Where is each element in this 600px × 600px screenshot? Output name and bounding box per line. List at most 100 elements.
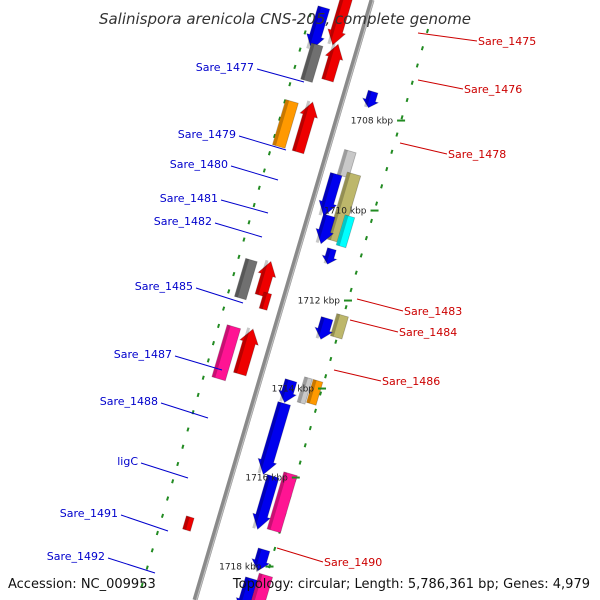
gene-feature-shading xyxy=(306,5,322,49)
kbp-label: 1712 kbp xyxy=(298,297,341,307)
gene-features xyxy=(182,0,380,600)
gene-feature-shape xyxy=(296,376,313,405)
tick-dot-left xyxy=(359,253,363,258)
tick-dot-right xyxy=(176,461,180,467)
gene-feature-shading xyxy=(252,548,262,571)
label-leader-left xyxy=(256,68,305,83)
tick-dot-right xyxy=(217,323,221,329)
gene-feature-shape xyxy=(306,378,324,406)
gene-feature-shading xyxy=(337,149,348,176)
label-leader-right xyxy=(356,298,404,312)
gene-feature-shape xyxy=(257,401,291,476)
map-title: Salinispora arenicola CNS-205, complete … xyxy=(99,10,471,28)
gene-feature-shape xyxy=(272,99,299,149)
gene-label-left: Sare_1481 xyxy=(160,192,218,205)
label-leader-left xyxy=(214,222,263,238)
gene-labels: Sare_1477 Sare_1479 Sare_1480 Sare_1481 Sare… xyxy=(47,35,537,569)
label-leader-left xyxy=(120,514,169,532)
gene-feature-shading xyxy=(267,472,288,530)
label-leader-left xyxy=(220,199,269,214)
tick-dot-left xyxy=(369,218,373,224)
gene-feature-shading xyxy=(328,172,351,241)
label-leader-left xyxy=(140,462,189,479)
tick-dot-right xyxy=(247,220,251,225)
tick-dot-right xyxy=(278,116,282,121)
gene-feature-shading xyxy=(364,90,372,108)
tick-dot-left xyxy=(390,149,394,154)
tick-dot-left xyxy=(349,287,353,293)
gene-feature-shading xyxy=(255,259,269,295)
gene-feature-shape xyxy=(251,547,271,572)
gene-feature-shape xyxy=(361,89,380,109)
gene-feature-shading xyxy=(322,42,336,80)
tick-dot-left xyxy=(313,408,317,413)
label-leader-left xyxy=(160,402,209,419)
gene-feature-shape xyxy=(329,313,349,340)
gene-label-right: Sare_1486 xyxy=(382,375,440,388)
gene-feature-shape xyxy=(258,291,273,311)
kbp-label: 1714 kbp xyxy=(272,385,315,395)
kbp-label: 1716 kbp xyxy=(245,474,288,484)
gene-label-left: Sare_1479 xyxy=(178,128,236,141)
gene-feature-shading xyxy=(301,43,315,80)
tick-dot-right xyxy=(171,479,175,484)
tick-dot-left xyxy=(364,235,368,241)
gene-feature-shading xyxy=(257,401,282,474)
tick-dot-left xyxy=(344,305,348,310)
gene-label-right: Sare_1475 xyxy=(478,35,536,48)
tick-dot-right xyxy=(181,444,185,449)
tick-dot-left xyxy=(334,339,338,344)
tick-dot-left xyxy=(415,63,419,68)
tick-dot-left xyxy=(425,28,430,34)
backbone-line xyxy=(192,0,375,600)
kbp-label: 1710 kbp xyxy=(324,207,367,217)
kbp-labels: 1708 kbp 1710 kbp 1712 kbp 1714 kbp 1716 kbp… xyxy=(219,117,406,573)
label-leader-right xyxy=(399,142,448,155)
genome-summary-text: Topology: circular; Length: 5,786,361 bp… xyxy=(232,577,590,592)
tick-dot-right xyxy=(257,185,261,190)
gene-label-left: Sare_1482 xyxy=(154,215,212,228)
gene-label-left: Sare_1480 xyxy=(170,158,228,171)
kbp-label: 1708 kbp xyxy=(351,117,394,127)
gene-label-left: Sare_1491 xyxy=(60,507,118,520)
gene-feature-shape xyxy=(306,5,331,51)
label-leader-right xyxy=(417,79,464,90)
label-leader-left xyxy=(238,135,287,151)
tick-dot-right xyxy=(237,254,241,260)
label-leader-lines xyxy=(107,32,478,574)
tick-dot-right xyxy=(140,582,144,588)
gene-label-left: ligC xyxy=(117,455,138,468)
label-leader-right xyxy=(417,32,478,42)
gene-feature-shape xyxy=(327,0,353,46)
gene-label-left: Sare_1485 xyxy=(135,280,193,293)
tick-dot-left xyxy=(303,443,307,448)
label-leader-left xyxy=(174,355,223,371)
tick-dot-left xyxy=(385,166,389,172)
tick-dot-left xyxy=(308,425,312,431)
label-leader-left xyxy=(107,557,156,574)
tick-marks xyxy=(140,0,430,600)
gene-feature-shading xyxy=(259,292,268,310)
gene-label-left: Sare_1477 xyxy=(196,61,254,74)
label-leader-right xyxy=(349,319,399,333)
gene-feature-shape xyxy=(318,172,343,217)
tick-dot-right xyxy=(160,513,165,519)
gene-feature-shape xyxy=(252,474,280,531)
tick-dot-right xyxy=(298,47,302,52)
gene-label-right: Sare_1483 xyxy=(404,305,462,318)
tick-dot-left xyxy=(273,546,277,552)
gene-feature-shape xyxy=(335,214,356,249)
gene-feature-shading xyxy=(318,172,334,216)
tick-dot-left xyxy=(400,115,404,120)
tick-dot-right xyxy=(288,82,292,87)
gene-feature-shape xyxy=(291,101,318,155)
gene-feature-shading xyxy=(330,313,341,337)
tick-dot-right xyxy=(186,427,190,432)
tick-dot-right xyxy=(196,392,200,398)
gene-label-right: Sare_1476 xyxy=(464,83,522,96)
gene-feature-shape xyxy=(182,515,195,532)
tick-dot-right xyxy=(293,64,297,70)
tick-dot-right xyxy=(206,358,210,363)
tick-dot-right xyxy=(166,496,170,501)
